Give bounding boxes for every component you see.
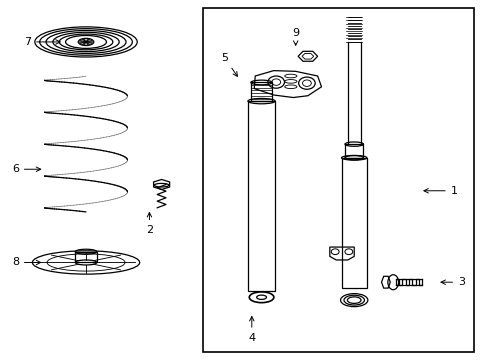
Text: 1: 1	[423, 186, 457, 196]
Text: 8: 8	[12, 257, 41, 267]
Text: 2: 2	[145, 212, 153, 235]
Bar	[247, 101, 275, 291]
Text: 9: 9	[291, 28, 299, 45]
Bar	[344, 144, 363, 158]
Bar	[75, 252, 97, 262]
Bar	[250, 82, 272, 101]
Ellipse shape	[78, 39, 94, 45]
Text: 7: 7	[24, 37, 60, 47]
Text: 3: 3	[440, 277, 464, 287]
Text: 6: 6	[12, 164, 41, 174]
Bar	[341, 158, 366, 288]
Bar	[203, 8, 473, 352]
Text: 4: 4	[248, 316, 255, 343]
Text: 5: 5	[221, 53, 237, 76]
